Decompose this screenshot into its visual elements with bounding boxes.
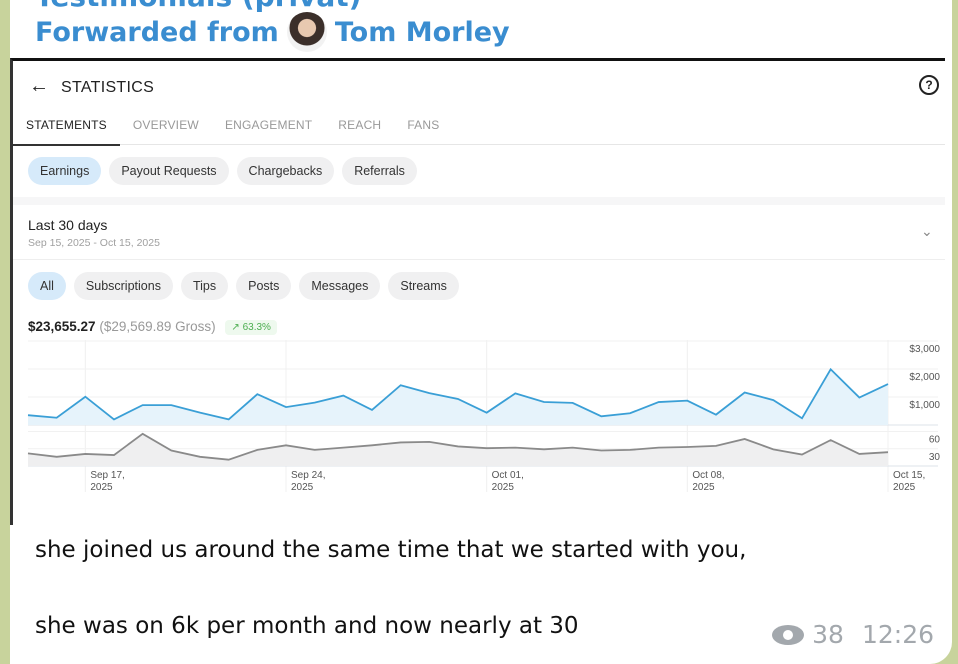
tab-overview[interactable]: OVERVIEW <box>132 118 199 132</box>
type-filter: All Subscriptions Tips Posts Messages St… <box>28 272 459 300</box>
pill-earnings[interactable]: Earnings <box>28 157 102 185</box>
x-tick-label-year: 2025 <box>692 482 715 493</box>
range-dates: Sep 15, 2025 - Oct 15, 2025 <box>28 237 160 249</box>
x-tick-label-year: 2025 <box>492 482 515 493</box>
message-text-line-1: she joined us around the same time that … <box>35 537 747 563</box>
change-badge: ↗ 63.3% <box>225 320 277 335</box>
tab-statements[interactable]: STATEMENTS <box>13 111 120 146</box>
y-tick-label: $1,000 <box>909 400 940 411</box>
divider <box>13 197 945 205</box>
pill-referrals[interactable]: Referrals <box>342 157 417 185</box>
x-tick-label: Sep 24, <box>291 470 325 481</box>
y-tick-label: $3,000 <box>909 344 940 355</box>
change-value: 63.3% <box>242 322 271 333</box>
pill-messages[interactable]: Messages <box>299 272 381 300</box>
avatar[interactable] <box>286 12 327 52</box>
forwarded-author[interactable]: Tom Morley <box>334 16 510 48</box>
eye-icon <box>772 624 805 645</box>
x-tick-label: Oct 08, <box>692 470 724 481</box>
statement-filter: Earnings Payout Requests Chargebacks Ref… <box>28 157 417 185</box>
series-area <box>28 369 888 425</box>
x-tick-label-year: 2025 <box>90 482 113 493</box>
series-area <box>28 433 888 466</box>
pill-posts[interactable]: Posts <box>236 272 292 300</box>
y-tick-label: 30 <box>929 452 941 463</box>
pill-streams[interactable]: Streams <box>388 272 459 300</box>
arrow-up-right-icon: ↗ <box>231 322 240 333</box>
pill-payout-requests[interactable]: Payout Requests <box>109 157 229 185</box>
y-tick-label: $2,000 <box>909 372 940 383</box>
divider <box>13 259 945 260</box>
x-tick-label-year: 2025 <box>893 482 916 493</box>
x-tick-label: Oct 15, <box>893 470 925 481</box>
message-meta: 38 12:26 <box>772 620 934 649</box>
back-arrow-icon[interactable]: ← <box>29 75 49 97</box>
tab-bar: STATEMENTS OVERVIEW ENGAGEMENT REACH FAN… <box>13 111 945 146</box>
x-tick-label: Sep 17, <box>90 470 124 481</box>
message-text-line-2: she was on 6k per month and now nearly a… <box>35 613 579 639</box>
x-tick-label-year: 2025 <box>291 482 314 493</box>
net-total: $23,655.27 <box>28 319 96 334</box>
chevron-down-icon[interactable]: ⌄ <box>921 223 933 239</box>
forwarded-header[interactable]: Forwarded from Tom Morley <box>35 12 510 52</box>
range-label[interactable]: Last 30 days <box>28 217 108 233</box>
y-tick-label: 60 <box>929 435 941 446</box>
forwarded-prefix: Forwarded from <box>35 16 279 48</box>
pill-chargebacks[interactable]: Chargebacks <box>236 157 335 185</box>
help-icon[interactable]: ? <box>919 75 939 95</box>
channel-title[interactable]: Testimonials (privat) <box>35 0 361 13</box>
tab-engagement[interactable]: ENGAGEMENT <box>224 118 313 132</box>
gross-total: ($29,569.89 Gross) <box>99 319 216 334</box>
tab-reach[interactable]: REACH <box>338 118 382 132</box>
view-count: 38 <box>812 620 844 649</box>
earnings-summary: $23,655.27 ($29,569.89 Gross) ↗ 63.3% <box>28 319 277 335</box>
message-time: 12:26 <box>861 620 934 649</box>
pill-subscriptions[interactable]: Subscriptions <box>73 272 173 300</box>
tab-fans[interactable]: FANS <box>407 118 440 132</box>
pill-all[interactable]: All <box>28 272 66 300</box>
pill-tips[interactable]: Tips <box>180 272 229 300</box>
x-tick-label: Oct 01, <box>492 470 524 481</box>
page-title: STATISTICS <box>61 79 155 96</box>
